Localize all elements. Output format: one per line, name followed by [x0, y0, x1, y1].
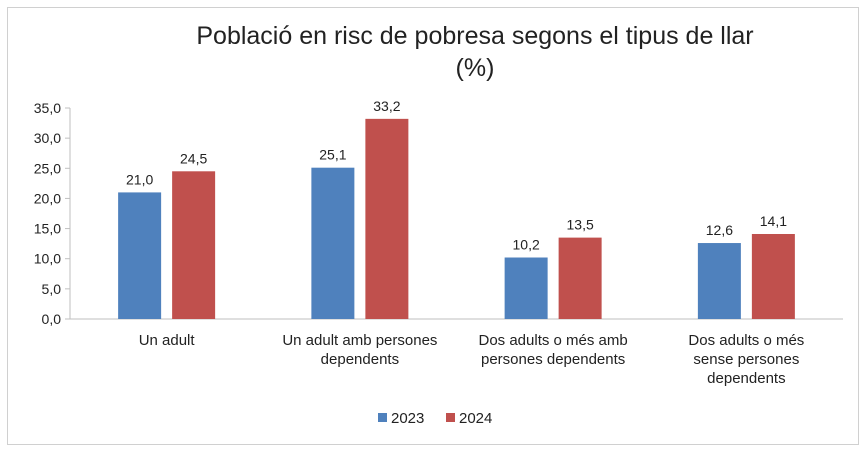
data-label-2023-0: 21,0: [126, 171, 153, 187]
y-tick-label: 25,0: [34, 160, 61, 176]
bar-2024-1: [365, 118, 409, 319]
data-label-2023-1: 25,1: [319, 147, 346, 163]
category-label: Un adult amb persones: [282, 332, 437, 349]
y-tick-label: 35,0: [34, 100, 61, 116]
y-tick-label: 15,0: [34, 221, 61, 237]
chart-title-line-2: (%): [456, 54, 495, 82]
category-label: persones dependents: [481, 351, 625, 368]
category-label: sense persones: [693, 351, 799, 368]
legend-swatch-2024: [446, 413, 455, 422]
y-tick-label: 20,0: [34, 190, 61, 206]
category-label: Dos adults o més: [688, 332, 804, 349]
data-label-2023-2: 10,2: [513, 237, 540, 253]
y-tick-label: 10,0: [34, 251, 61, 267]
bars: 21,0 24,5 25,1 33,2 10,2 13,5 12,6 14,1: [118, 98, 795, 319]
data-label-2024-1: 33,2: [373, 98, 400, 114]
category-label: dependents: [321, 351, 399, 368]
bar-2024-0: [172, 171, 216, 319]
y-tick-label: 5,0: [42, 281, 62, 297]
bar-2024-2: [558, 237, 602, 319]
y-tick-label: 30,0: [34, 130, 61, 146]
legend: 2023 2024: [378, 410, 492, 427]
category-labels: Un adult Un adult amb persones dependents D…: [139, 332, 805, 387]
bar-2023-0: [118, 192, 162, 319]
data-label-2024-0: 24,5: [180, 150, 207, 166]
bar-2023-2: [504, 257, 548, 319]
category-label: dependents: [707, 370, 785, 387]
chart-title-line-1: Població en risc de pobresa segons el ti…: [196, 22, 753, 50]
legend-label-2023: 2023: [391, 410, 424, 427]
bar-2023-3: [697, 243, 741, 319]
data-label-2024-3: 14,1: [760, 213, 787, 229]
bar-2024-3: [751, 233, 795, 319]
data-label-2024-2: 13,5: [567, 217, 594, 233]
legend-swatch-2023: [378, 413, 387, 422]
bar-2023-1: [311, 167, 355, 319]
data-label-2023-3: 12,6: [706, 222, 733, 238]
y-tick-label: 0,0: [42, 311, 62, 327]
category-label: Dos adults o més amb: [479, 332, 628, 349]
legend-label-2024: 2024: [459, 410, 492, 427]
category-label: Un adult: [139, 332, 196, 349]
